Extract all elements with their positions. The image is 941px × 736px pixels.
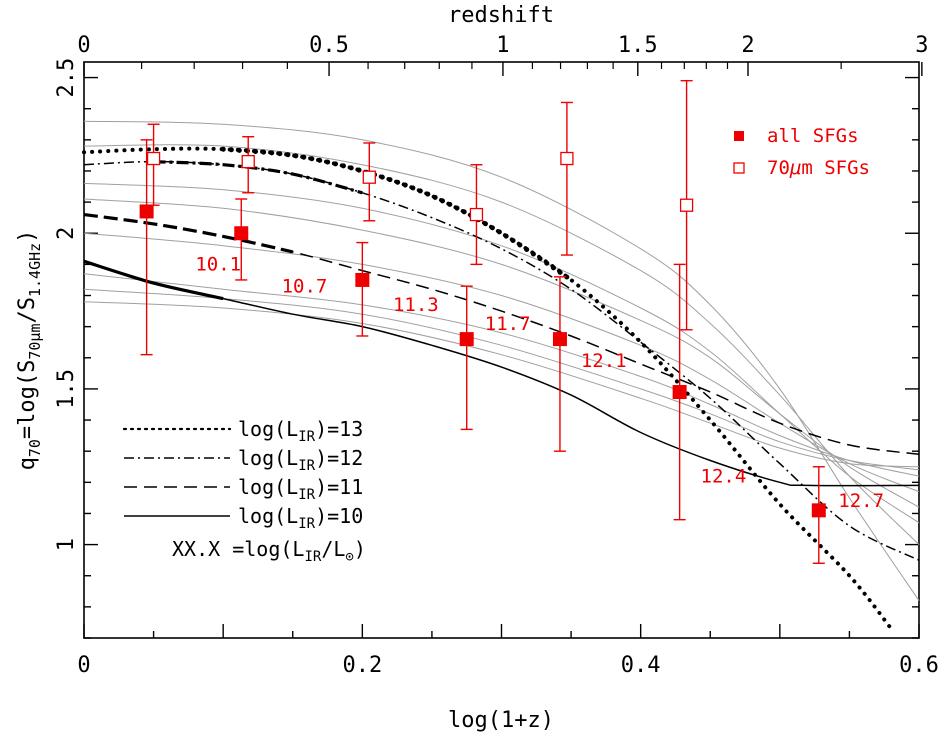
legend-13-sub: IR: [298, 429, 315, 445]
lir-label: 12.7: [838, 490, 884, 512]
legend-xx-sub1: IR: [304, 549, 321, 565]
legend-open-square-icon: [733, 162, 745, 174]
legend-filled-square-icon: [734, 131, 744, 141]
legend-12-pre: log(L: [238, 446, 298, 470]
legend-11-pre: log(L: [238, 475, 298, 499]
all-sfg-point: [672, 385, 687, 400]
curve-lir-11-thick: [83, 213, 294, 254]
all-sfg-point: [139, 204, 154, 219]
curve-lir-12-thick: [153, 160, 363, 195]
legend-11-sub: IR: [298, 487, 315, 503]
lir-label: 12.4: [701, 465, 747, 487]
all-sfg-point: [552, 332, 567, 347]
legend-label-10: log(LIR)=10: [238, 504, 363, 532]
luminosity-curves: [82, 146, 920, 631]
curve-lir-10-thick: [83, 259, 224, 301]
curve-lir-10: [83, 260, 920, 487]
y-tick-label: 1.5: [54, 369, 79, 409]
top-tick-label: 1: [496, 33, 509, 58]
legend-11-post: )=11: [315, 475, 363, 499]
sfg70-point: [679, 198, 694, 212]
sfg70-point: [362, 170, 376, 184]
y-tick-label: 2: [54, 227, 79, 240]
legend-xx-mid: /L: [321, 537, 345, 561]
gray-curve: [83, 144, 920, 545]
y-tick-label: 2.5: [54, 58, 79, 98]
legend-label-12: log(LIR)=12: [238, 446, 363, 474]
tick-labels: 0 0.2 0.4 0.611.522.50 0.5 1 1.5 2 3: [54, 33, 939, 678]
lir-label: 11.3: [393, 294, 439, 316]
legend-10-pre: log(L: [238, 504, 298, 528]
legend-12-post: )=12: [315, 446, 363, 470]
gray-curve: [83, 232, 920, 493]
top-axis-label: redshift: [448, 3, 554, 28]
legend-10-post: )=10: [315, 504, 363, 528]
data-points: [139, 151, 826, 518]
top-tick-label: 1.5: [618, 33, 658, 58]
line-legend: log(LIR)=13 log(LIR)=12 log(LIR)=11 log(…: [122, 417, 366, 565]
y-label-q: q: [15, 457, 40, 470]
error-bars: [140, 79, 825, 564]
legend-xx-post: ): [354, 537, 366, 561]
gray-curve: [83, 288, 920, 471]
sfg70-point: [241, 154, 255, 169]
legend-xx-pre: XX.X =log(L: [172, 537, 304, 561]
gray-curve: [83, 273, 920, 477]
top-tick-label: 0.5: [309, 33, 349, 58]
x-axis-label: log(1+z): [448, 708, 554, 733]
gray-curve: [83, 120, 920, 601]
legend-10-sub: IR: [298, 516, 315, 532]
x-tick-label: 0.2: [342, 653, 382, 678]
all-sfg-point: [355, 272, 370, 287]
axis-ticks: [83, 62, 923, 639]
y-label-mid: /S: [15, 297, 40, 324]
legend-70um-pre: 70: [767, 157, 790, 179]
legend-13-post: )=13: [315, 417, 363, 441]
curve-lir-13: [82, 146, 894, 631]
sfg70-point: [146, 151, 161, 166]
y-label-q-sub: 70: [26, 439, 44, 457]
curve-lir-12: [83, 160, 920, 561]
lir-label: 10.7: [282, 275, 328, 297]
y-label-s2-sub: 1.4GHz: [26, 243, 44, 297]
y-tick-label: 1: [54, 538, 79, 551]
x-tick-label: 0.6: [899, 653, 939, 678]
x-tick-label: 0: [77, 653, 90, 678]
legend-70um-post: m SFGs: [801, 157, 870, 179]
legend-all-sfgs: all SFGs: [767, 125, 859, 147]
legend-xx-label: XX.X =log(LIR/L⊙): [172, 537, 366, 565]
legend-70um-sfgs: 70μm SFGs: [767, 157, 870, 179]
legend-12-sub: IR: [298, 458, 315, 474]
legend-13-pre: log(L: [238, 417, 298, 441]
curve-lir-13-thick: [220, 146, 574, 283]
all-sfg-point: [234, 226, 249, 241]
points-legend: all SFGs 70μm SFGs: [733, 125, 870, 179]
all-sfg-point: [459, 332, 474, 347]
x-tick-label: 0.4: [621, 653, 661, 678]
lir-label: 11.7: [485, 313, 531, 335]
y-axis-label: q70=log(S70μm/S1.4GHz): [15, 230, 44, 471]
legend-label-11: log(LIR)=11: [238, 475, 363, 503]
top-tick-label: 0: [77, 33, 90, 58]
gray-model-curves: [83, 120, 920, 601]
lir-label: 12.1: [581, 350, 627, 372]
top-tick-label: 2: [741, 33, 754, 58]
legend-label-13: log(LIR)=13: [238, 417, 363, 445]
y-label-end: ): [15, 230, 40, 243]
gray-curve: [83, 301, 920, 468]
sfg70-point: [469, 207, 484, 222]
all-sfg-point: [811, 503, 826, 518]
top-tick-label: 3: [915, 33, 928, 58]
y-label-rest: =log(S: [15, 360, 40, 439]
lir-label: 10.1: [195, 254, 241, 276]
y-label-s1-sub: 70μm: [26, 324, 44, 360]
legend-70um-mu: μ: [789, 157, 801, 179]
lir-labels: 10.1 10.7 11.3 11.7 12.1 12.4 12.7: [195, 254, 884, 513]
sfg70-point: [560, 151, 574, 166]
legend-xx-sub2: ⊙: [345, 549, 354, 565]
